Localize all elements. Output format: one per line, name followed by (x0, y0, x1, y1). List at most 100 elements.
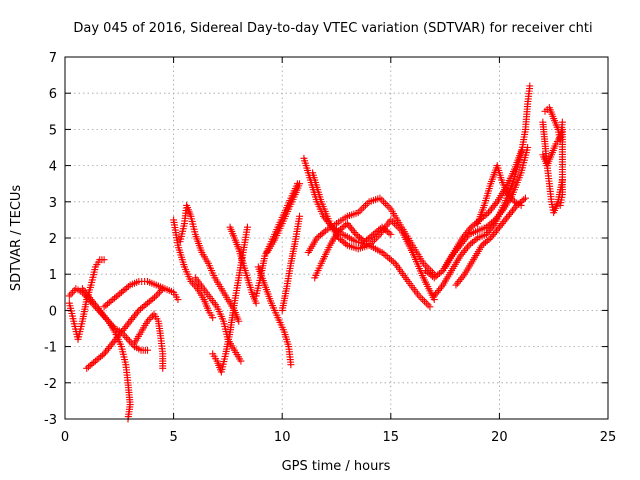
data-point (70, 286, 78, 294)
data-point (84, 363, 92, 371)
y-tick-label: -2 (44, 377, 57, 392)
data-point (390, 220, 398, 228)
data-point (209, 314, 217, 322)
data-point (423, 268, 431, 276)
data-point (342, 240, 350, 248)
data-point (296, 180, 304, 188)
x-tick-label: 15 (383, 430, 400, 445)
x-axis-label: GPS time / hours (282, 459, 391, 474)
ticks: 0 5 10 15 20 25 -3 -2 -1 0 1 2 3 4 5 6 7 (44, 51, 616, 445)
data-point (425, 269, 433, 277)
series-arc-s (311, 220, 395, 282)
data-point (382, 226, 390, 234)
y-tick-label: -3 (44, 413, 57, 428)
data-point (437, 268, 445, 276)
data-point (104, 300, 112, 308)
data-point (124, 283, 132, 291)
data-point (124, 335, 132, 343)
data-point (149, 295, 157, 303)
data-point (83, 364, 91, 372)
data-point (95, 354, 103, 362)
data-point (480, 240, 488, 248)
data-point (481, 212, 489, 220)
x-tick-label: 25 (600, 430, 617, 445)
x-tick-label: 0 (61, 430, 69, 445)
data-point (142, 301, 150, 309)
y-axis-label: SDTVAR / TECUs (9, 185, 24, 292)
data-point (97, 353, 105, 361)
series-arc-o (278, 212, 304, 314)
series-arc-e (100, 277, 182, 311)
data-point (296, 212, 304, 220)
data-point (384, 253, 392, 261)
y-tick-label: 4 (49, 160, 57, 175)
series-arc-k (226, 223, 260, 307)
data-point (526, 82, 534, 90)
data-point (467, 240, 475, 248)
data-point (381, 200, 389, 208)
data-point (119, 287, 127, 295)
y-tick-label: 5 (49, 123, 57, 138)
data-point (368, 232, 376, 240)
data-point (356, 233, 364, 241)
data-point (287, 361, 295, 369)
series-arc-r (309, 169, 438, 304)
y-tick-label: 1 (49, 268, 57, 283)
data-point (471, 220, 479, 228)
data-point (385, 203, 393, 211)
data-point (252, 299, 260, 307)
data-point (483, 210, 491, 218)
series-arc-v (441, 147, 525, 271)
data-point (316, 231, 324, 239)
data-point (354, 232, 362, 240)
data-point (520, 196, 528, 204)
data-point (361, 201, 369, 209)
data-point (470, 237, 478, 245)
data-point (417, 294, 425, 302)
data-point (472, 235, 480, 243)
data-point (375, 226, 383, 234)
data-point (518, 197, 526, 205)
x-tick-label: 5 (169, 430, 177, 445)
data-point (100, 256, 108, 264)
x-tick-label: 20 (491, 430, 508, 445)
data-point (426, 303, 434, 311)
data-point (137, 305, 145, 313)
data-point (338, 224, 346, 232)
data-point (485, 235, 493, 243)
data-point (91, 357, 99, 365)
series-arc-h (176, 201, 243, 325)
data-point (360, 203, 368, 211)
data-point (105, 298, 113, 306)
data-point (154, 290, 162, 298)
y-tick-label: 7 (49, 51, 57, 66)
data-point (521, 194, 529, 202)
data-point (427, 271, 435, 279)
data-point (93, 356, 101, 364)
data-point (517, 147, 525, 155)
data-point (378, 196, 386, 204)
data-point (469, 222, 477, 230)
data-point (361, 238, 369, 246)
series-arc-d (83, 285, 167, 372)
data-point (556, 201, 564, 209)
data-point (102, 301, 110, 309)
data-point (336, 225, 344, 233)
data-point (434, 271, 442, 279)
data-point (340, 222, 348, 230)
data-point (88, 360, 96, 368)
data-point (373, 227, 381, 235)
series-arc-f (131, 310, 167, 372)
data-point (135, 306, 143, 314)
data-point (86, 361, 94, 369)
data-point (174, 296, 182, 304)
data-point (107, 297, 115, 305)
data-point (338, 237, 346, 245)
data-point (432, 272, 440, 280)
data-point (100, 303, 108, 311)
data-point (122, 334, 130, 342)
data-point (65, 292, 73, 300)
data-point (385, 229, 393, 237)
data-point (357, 235, 365, 243)
data-point (382, 252, 390, 260)
